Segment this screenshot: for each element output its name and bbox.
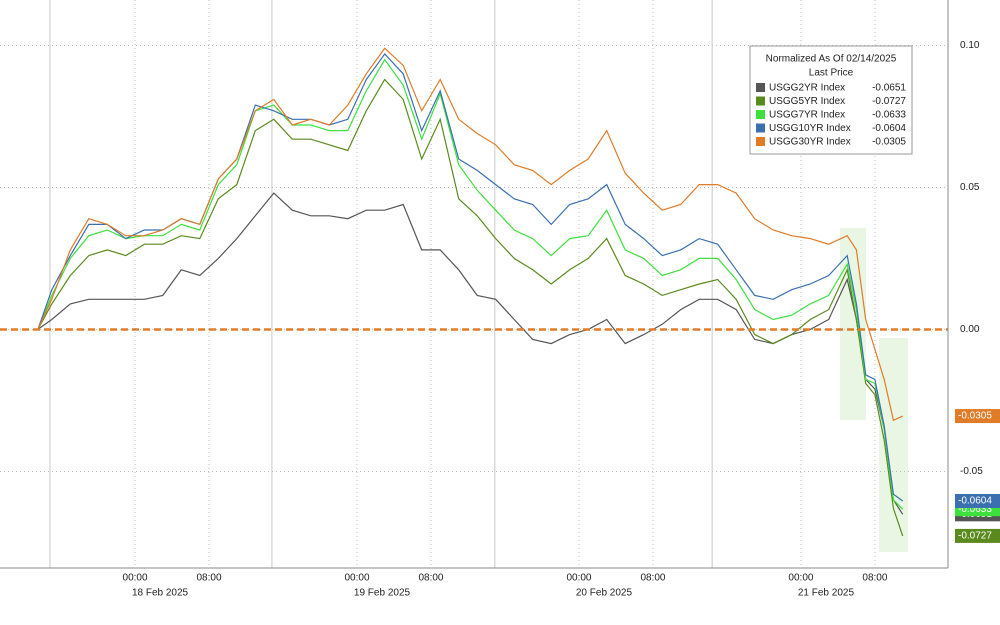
legend-label: USGG7YR Index: [769, 110, 845, 121]
x-tick-label: 08:00: [418, 573, 443, 584]
series-line: [37, 78, 904, 537]
legend-value: -0.0305: [872, 137, 906, 148]
last-value-label: -0.0633: [958, 504, 992, 515]
x-tick-label: 08:00: [640, 573, 665, 584]
date-label: 18 Feb 2025: [132, 588, 189, 599]
legend-label: USGG30YR Index: [769, 137, 851, 148]
last-value-tag: [955, 409, 1000, 424]
x-tick-label: 00:00: [344, 573, 369, 584]
legend-value: -0.0633: [872, 110, 906, 121]
legend-box: [749, 45, 913, 155]
legend-label: USGG10YR Index: [769, 123, 851, 134]
legend-swatch: [756, 123, 765, 133]
series-line: [37, 58, 904, 510]
y-tick-label: 0.10: [960, 40, 980, 51]
series-line: [37, 47, 903, 422]
last-value-tag: [955, 528, 1000, 543]
legend: Normalized As Of 02/14/2025 Last Price U…: [749, 45, 913, 155]
highlight-box: [840, 228, 866, 420]
date-label: 19 Feb 2025: [354, 588, 411, 599]
last-value-label: -0.0305: [958, 411, 992, 422]
legend-swatch: [756, 137, 765, 146]
legend-value: -0.0604: [872, 123, 906, 134]
legend-value: -0.0727: [872, 96, 906, 107]
x-tick-label: 08:00: [197, 573, 222, 584]
y-tick-label: 0.00: [960, 324, 980, 335]
y-tick-label: -0.05: [960, 466, 983, 477]
series-line: [37, 192, 904, 515]
x-tick-label: 00:00: [123, 573, 148, 584]
last-value-tags: -0.0651-0.0727-0.0633-0.0604-0.0305: [955, 409, 1000, 543]
legend-swatch: [756, 83, 765, 92]
last-value-label: -0.0727: [958, 531, 992, 542]
legend-swatch: [756, 110, 765, 119]
legend-label: USGG2YR Index: [769, 83, 845, 94]
legend-subtitle: Last Price: [809, 68, 854, 79]
y-tick-label: 0.05: [960, 182, 980, 193]
lines: [0, 47, 948, 537]
date-label: 21 Feb 2025: [798, 588, 855, 599]
grid: [0, 0, 948, 568]
last-value-label: -0.0604: [958, 496, 992, 507]
legend-title: Normalized As Of 02/14/2025: [766, 54, 897, 65]
legend-value: -0.0651: [872, 83, 906, 94]
x-tick-label: 00:00: [788, 573, 813, 584]
x-tick-label: 08:00: [862, 573, 887, 584]
legend-label: USGG5YR Index: [769, 96, 845, 107]
last-value-tag: [955, 493, 1000, 508]
x-tick-label: 00:00: [566, 573, 591, 584]
legend-swatch: [756, 96, 765, 106]
date-label: 20 Feb 2025: [576, 588, 633, 599]
highlight-box: [879, 338, 908, 552]
